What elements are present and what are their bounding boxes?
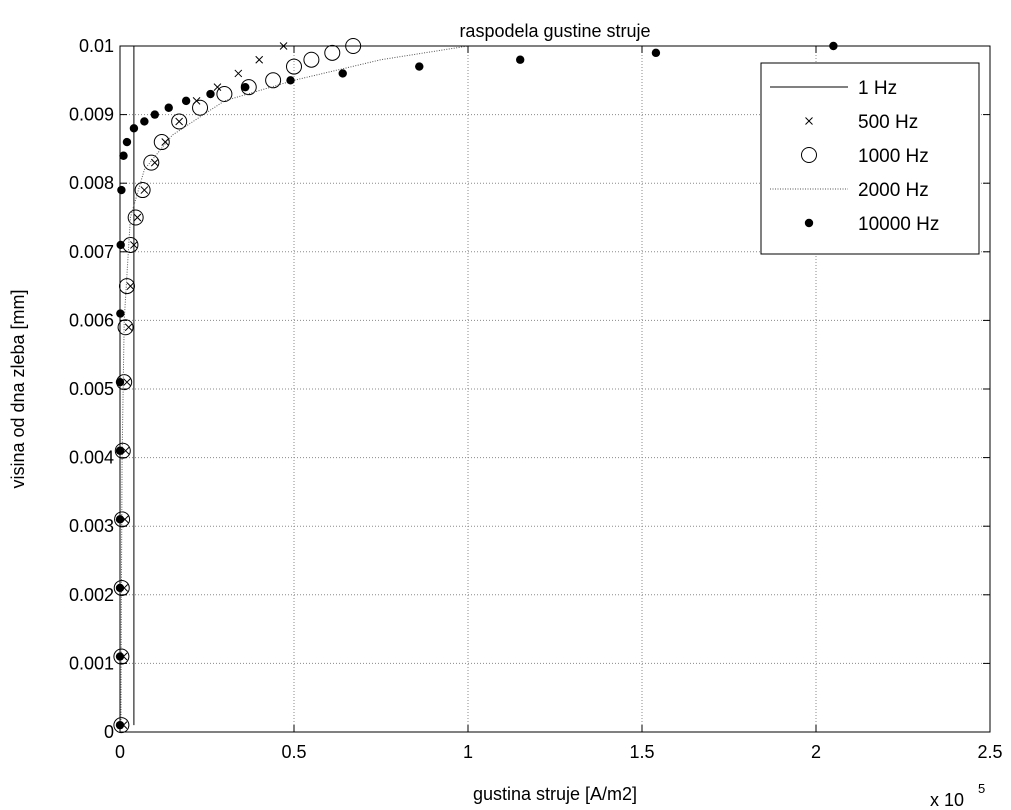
- x-tick-label: 0: [115, 742, 125, 762]
- x-multiplier-exponent: 5: [978, 781, 985, 796]
- circle-marker-point: [153, 134, 170, 151]
- series-2000-hz: [120, 45, 816, 726]
- circle-marker-point: [114, 442, 131, 459]
- y-tick-label: 0.002: [69, 585, 114, 605]
- dot-marker-point: [338, 69, 347, 78]
- series-line: [120, 45, 816, 726]
- x-marker-point: [123, 378, 131, 386]
- x-marker-point: [255, 55, 264, 64]
- x-marker-point: [124, 323, 133, 332]
- circle-marker-point: [113, 717, 130, 734]
- dot-marker-point: [150, 110, 159, 119]
- x-marker-point: [133, 213, 142, 222]
- y-tick-label: 0.004: [69, 448, 114, 468]
- dot-marker-point: [116, 240, 125, 250]
- dot-marker-point: [804, 218, 814, 228]
- legend-label: 1 Hz: [858, 78, 897, 99]
- circle-marker-point: [286, 58, 302, 75]
- legend-entry: 500 Hz: [805, 112, 918, 133]
- x-tick-label: 0.5: [281, 742, 306, 762]
- y-tick-label: 0.008: [69, 173, 114, 193]
- y-tick-label: 0.003: [69, 516, 114, 536]
- x-tick-label: 1: [463, 742, 473, 762]
- chart-title: raspodela gustine struje: [459, 21, 650, 41]
- x-tick-label: 1.5: [629, 742, 654, 762]
- circle-marker-point: [143, 154, 160, 171]
- circle-marker-point: [801, 147, 817, 163]
- x-marker-point: [234, 69, 243, 78]
- x-axis-label: gustina struje [A/m2]: [473, 784, 637, 804]
- circle-marker-point: [113, 579, 130, 596]
- y-tick-label: 0.005: [69, 379, 114, 399]
- dot-marker-point: [140, 117, 149, 126]
- legend-entry: 1000 Hz: [801, 146, 929, 167]
- legend-box: [760, 62, 980, 255]
- dot-marker-point: [122, 137, 132, 147]
- x-multiplier-base: x 10: [930, 790, 964, 810]
- circle-marker-point: [265, 72, 282, 89]
- dot-marker-point: [206, 89, 215, 99]
- dot-marker-point: [129, 124, 139, 133]
- x-marker-point: [140, 186, 149, 194]
- y-tick-label: 0.01: [79, 36, 114, 56]
- y-tick-label: 0: [104, 722, 114, 742]
- x-marker-point: [175, 117, 184, 126]
- legend-entry: 1 Hz: [770, 78, 897, 99]
- circle-marker-point: [118, 278, 135, 295]
- circle-marker-point: [192, 99, 209, 116]
- legend-label: 10000 Hz: [858, 214, 939, 235]
- dot-marker-point: [181, 96, 191, 106]
- circle-marker-point: [134, 182, 151, 199]
- x-marker-point: [213, 83, 222, 92]
- dot-marker-point: [415, 62, 424, 71]
- x-marker-point: [126, 282, 135, 290]
- dot-marker-point: [164, 103, 173, 112]
- circle-marker-point: [117, 319, 134, 336]
- x-marker-point: [161, 138, 170, 146]
- circle-marker-point: [216, 86, 233, 103]
- legend-label: 500 Hz: [858, 112, 918, 133]
- circle-marker-point: [324, 44, 341, 61]
- y-tick-label: 0.007: [69, 242, 114, 262]
- legend-label: 2000 Hz: [858, 180, 929, 201]
- x-tick-label: 2.5: [977, 742, 1002, 762]
- legend-entry: 10000 Hz: [804, 214, 939, 235]
- dot-marker-point: [241, 82, 250, 92]
- y-tick-label: 0.001: [69, 653, 114, 673]
- legend-entry: 2000 Hz: [770, 180, 929, 201]
- dot-marker-point: [119, 151, 128, 160]
- circle-marker-point: [113, 648, 130, 665]
- tick-labels: 0 0.5 1 1.5 2 2.5 0 0.001 0.002 0.003 0.004 0.005 0.…: [69, 36, 1003, 762]
- legend-label: 1000 Hz: [858, 146, 929, 167]
- circle-marker-point: [303, 51, 320, 68]
- x-tick-label: 2: [811, 742, 821, 762]
- plot-frame: [119, 45, 991, 733]
- y-axis-label: visina od dna zleba [mm]: [8, 289, 28, 488]
- x-marker-point: [130, 241, 138, 249]
- dot-marker-point: [516, 55, 525, 64]
- circle-marker-point: [171, 113, 188, 130]
- y-tick-label: 0.009: [69, 105, 114, 125]
- legend: 1 Hz 500 Hz 1000 Hz 2000 Hz 10000 Hz: [760, 62, 980, 255]
- y-tick-label: 0.006: [69, 310, 114, 330]
- dot-marker-point: [651, 48, 661, 58]
- dot-marker-point: [286, 76, 295, 85]
- dot-marker-point: [117, 185, 126, 195]
- circle-marker-point: [127, 209, 144, 226]
- x-marker-point: [805, 117, 813, 125]
